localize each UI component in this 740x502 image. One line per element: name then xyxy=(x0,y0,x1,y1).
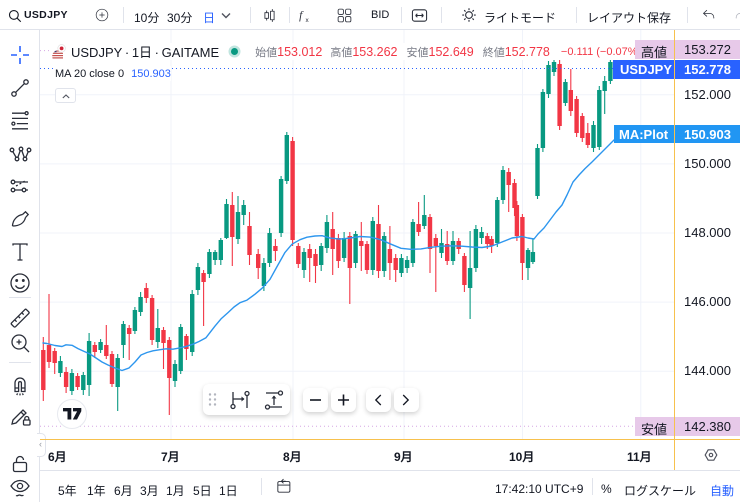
svg-text:x: x xyxy=(306,17,310,24)
svg-text:f: f xyxy=(299,10,304,22)
